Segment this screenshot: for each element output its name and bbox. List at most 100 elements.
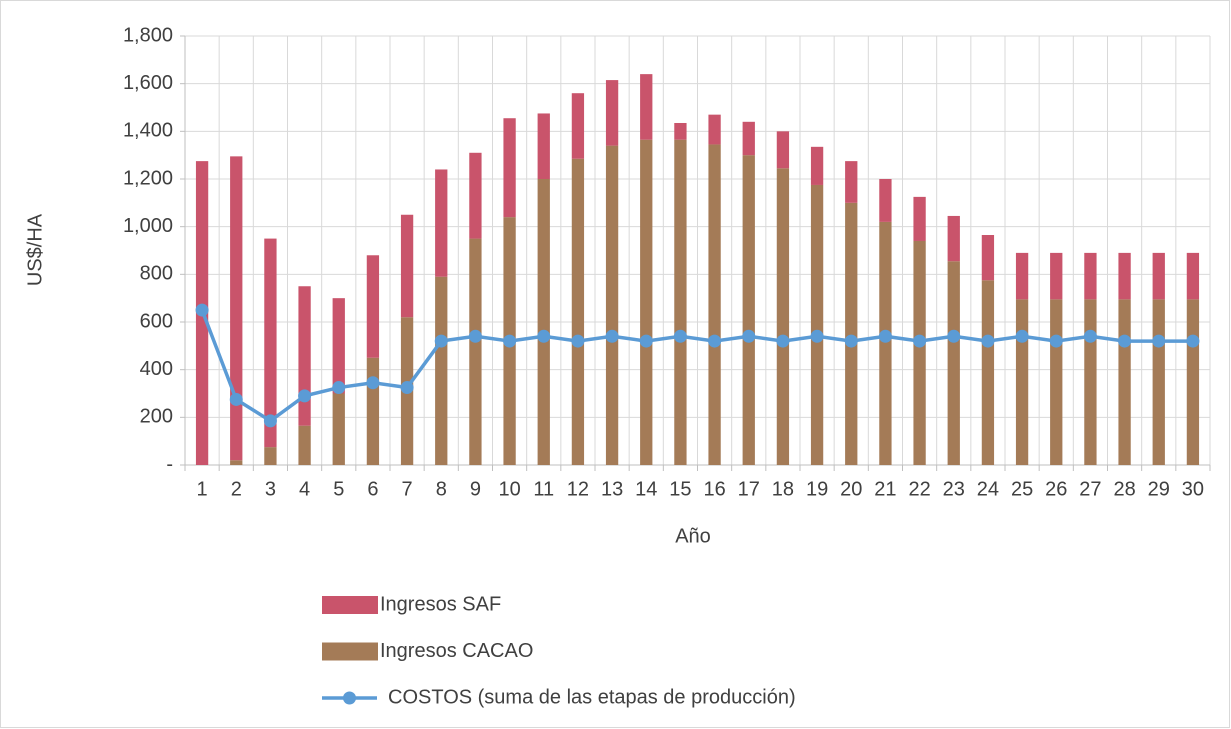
x-tick-label: 6 [367,478,378,500]
line-marker [810,329,824,343]
y-tick-label: 600 [140,310,173,332]
bar [435,169,448,277]
bar [913,196,926,241]
bar [1152,252,1165,300]
bar [879,179,892,222]
bar [810,146,824,185]
line-marker [981,334,995,348]
bar [264,447,277,465]
bar [981,235,995,281]
legend-swatch [322,642,378,661]
bar [708,144,721,466]
x-tick-label: 4 [299,478,310,500]
bar [742,155,755,465]
line-marker [844,334,858,348]
line-marker [708,334,722,348]
line-marker [229,392,243,406]
line-marker [468,329,482,343]
line-marker [195,303,209,317]
line-marker [639,334,653,348]
legend-label: Ingresos CACAO [380,640,533,662]
x-tick-label: 26 [1045,478,1067,500]
x-tick-label: 7 [402,478,413,500]
bar [640,74,653,140]
x-tick-label: 16 [703,478,725,500]
line-marker [913,334,927,348]
legend-label: Ingresos SAF [380,593,501,615]
bar [879,221,892,465]
x-tick-label: 27 [1079,478,1101,500]
bar [503,118,516,218]
x-tick-label: 28 [1113,478,1135,500]
x-tick-label: 2 [231,478,242,500]
y-tick-label: 200 [140,406,173,428]
bar [1050,252,1063,300]
x-tick-label: 23 [943,478,965,500]
line-marker [776,334,790,348]
bar [469,238,482,465]
line-marker [571,334,585,348]
bar [400,214,414,318]
bar [776,168,790,465]
line-marker [1015,329,1029,343]
bar [810,184,824,466]
x-tick-label: 30 [1182,478,1204,500]
y-axis-title: US$/HA [24,213,46,286]
y-tick-label: 400 [140,358,173,380]
bar [674,139,687,466]
bar [776,131,790,169]
bar [640,139,653,466]
y-tick-label: 1,000 [123,215,173,237]
line-marker [503,334,517,348]
x-tick-label: 12 [567,478,589,500]
bar [1152,299,1165,465]
x-tick-label: 22 [908,478,930,500]
bar [708,114,721,145]
legend-label: COSTOS (suma de las etapas de producción… [388,686,796,708]
x-tick-label: 13 [601,478,623,500]
x-tick-label: 24 [977,478,999,500]
bar [469,152,482,239]
y-tick-label: 1,400 [123,120,173,142]
line-marker [400,381,414,395]
bar [605,80,619,146]
bar [230,156,243,461]
y-tick-label: 1,800 [123,24,173,46]
y-tick-label: 1,600 [123,72,173,94]
bar [264,238,277,448]
bar [947,215,960,262]
x-axis-title: Año [675,525,711,547]
line-marker [366,376,380,390]
line-marker [434,334,448,348]
bar [537,113,550,179]
x-tick-label: 1 [197,478,208,500]
x-tick-label: 18 [772,478,794,500]
bar [947,261,960,465]
x-tick-label: 15 [669,478,691,500]
x-tick-label: 3 [265,478,276,500]
line-marker [298,389,312,403]
bar [1186,299,1200,465]
bar [605,145,619,465]
bar [537,179,550,465]
bar [366,255,380,358]
bar [1015,299,1029,465]
y-tick-label: - [166,453,173,475]
bar [332,393,345,465]
line-marker [1186,334,1200,348]
line-marker [263,414,277,428]
bar [1118,252,1131,300]
x-tick-label: 17 [738,478,760,500]
x-tick-label: 21 [874,478,896,500]
bar [1186,252,1200,300]
x-tick-label: 8 [436,478,447,500]
x-tick-label: 11 [533,478,554,500]
x-tick-label: 25 [1011,478,1033,500]
y-tick-label: 800 [140,263,173,285]
x-tick-label: 9 [470,478,481,500]
line-marker [1118,334,1132,348]
bar [674,122,687,140]
bar [1084,299,1097,465]
bar [845,202,858,466]
